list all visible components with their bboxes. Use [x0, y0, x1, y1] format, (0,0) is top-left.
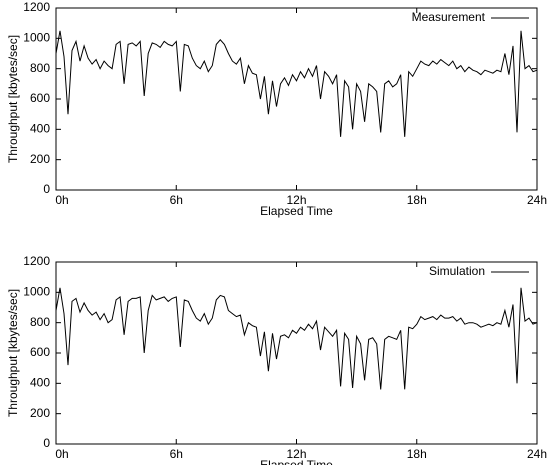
x-axis-label: Elapsed Time — [260, 458, 333, 465]
plot-frame — [55, 7, 538, 191]
x-tick-label: 24h — [527, 193, 547, 207]
y-tick-label: 1000 — [23, 285, 50, 299]
data-line — [55, 30, 538, 137]
y-tick-label: 1200 — [23, 254, 50, 268]
data-line — [55, 287, 538, 390]
y-tick-label: 600 — [30, 345, 50, 359]
y-tick-label: 800 — [30, 315, 50, 329]
y-tick-label: 200 — [30, 152, 50, 166]
x-tick-label: 0h — [55, 193, 68, 207]
x-tick-label: 12h — [286, 447, 306, 461]
y-tick-label: 200 — [30, 406, 50, 420]
legend-label: Simulation — [429, 264, 485, 278]
y-tick-label: 400 — [30, 376, 50, 390]
x-tick-label: 0h — [55, 447, 68, 461]
y-tick-label: 1200 — [23, 0, 50, 14]
plot-frame — [55, 261, 538, 445]
y-axis-label: Throughput [kbytes/sec] — [6, 289, 20, 417]
y-axis-label: Throughput [kbytes/sec] — [6, 35, 20, 163]
x-tick-label: 6h — [170, 193, 183, 207]
x-tick-label: 24h — [527, 447, 547, 461]
y-tick-label: 0 — [43, 436, 50, 450]
x-tick-label: 6h — [170, 447, 183, 461]
x-tick-label: 18h — [407, 193, 427, 207]
legend-label: Measurement — [412, 10, 486, 24]
x-axis-label: Elapsed Time — [260, 204, 333, 218]
x-tick-label: 18h — [407, 447, 427, 461]
y-tick-label: 400 — [30, 122, 50, 136]
x-tick-label: 12h — [286, 193, 306, 207]
y-tick-label: 600 — [30, 91, 50, 105]
y-tick-label: 1000 — [23, 31, 50, 45]
y-tick-label: 800 — [30, 61, 50, 75]
y-tick-label: 0 — [43, 182, 50, 196]
